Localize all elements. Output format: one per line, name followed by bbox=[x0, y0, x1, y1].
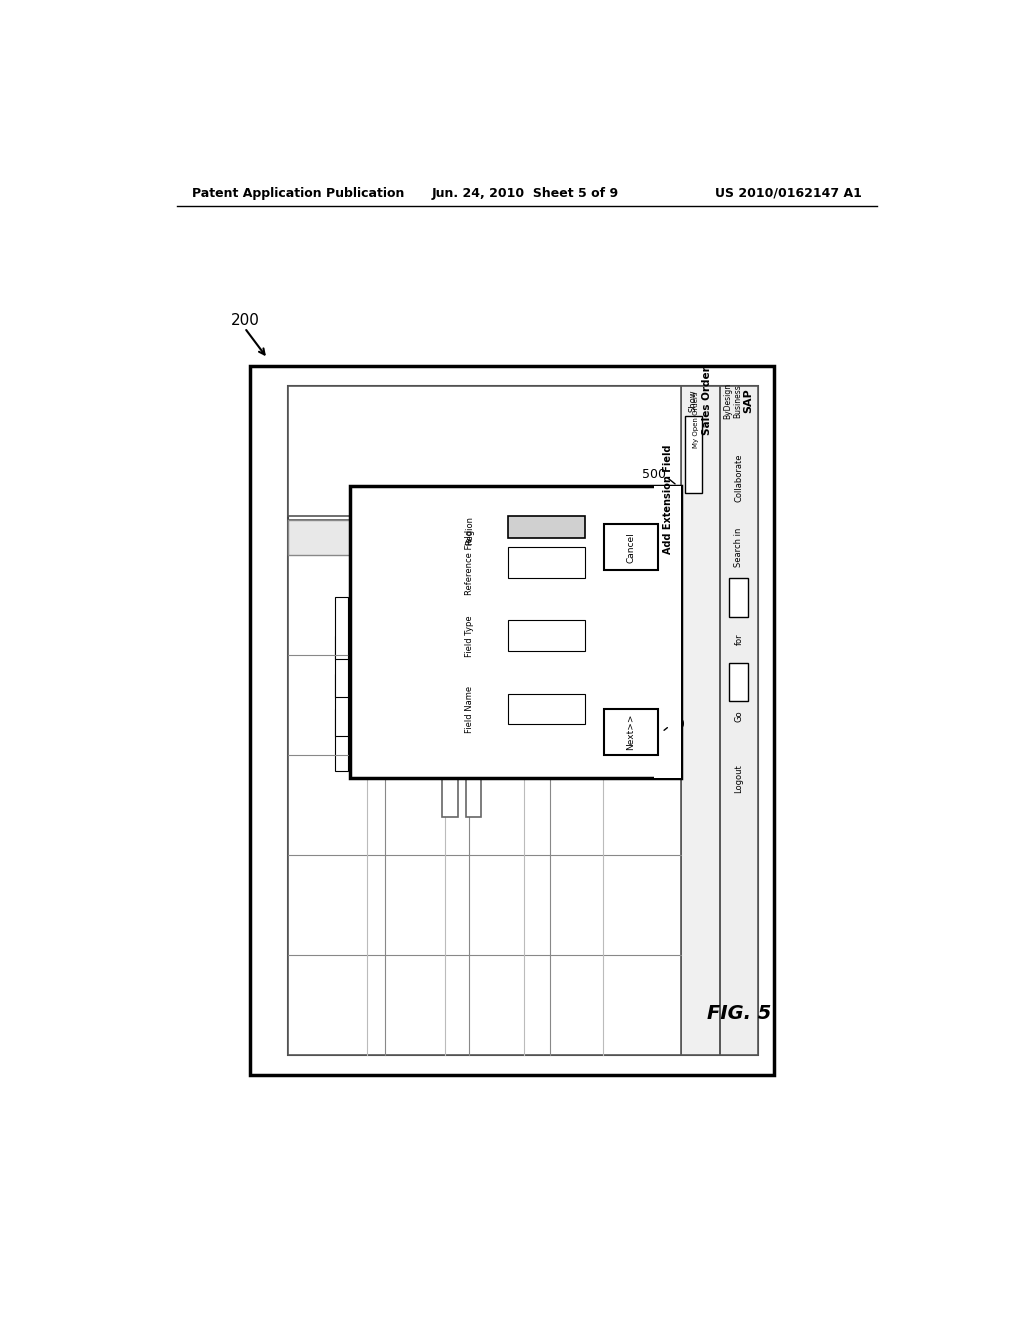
Bar bbox=[442, 725, 458, 817]
Bar bbox=[720, 385, 758, 1056]
Bar bbox=[350, 486, 681, 779]
Bar bbox=[335, 709, 348, 771]
Text: Sales Order ID: Sales Order ID bbox=[349, 713, 358, 767]
Bar bbox=[335, 636, 348, 697]
Text: Search in: Search in bbox=[734, 528, 743, 566]
Bar bbox=[729, 578, 749, 616]
Bar bbox=[466, 725, 481, 817]
Text: Collaborate: Collaborate bbox=[734, 454, 743, 502]
Text: Field Name: Field Name bbox=[465, 685, 474, 733]
Bar bbox=[289, 520, 681, 1056]
Text: US 2010/0162147 A1: US 2010/0162147 A1 bbox=[715, 186, 862, 199]
Text: ByDesign: ByDesign bbox=[724, 383, 732, 418]
Bar bbox=[685, 416, 701, 494]
Text: Changed On:: Changed On: bbox=[349, 603, 358, 653]
Text: Sales
Orde: Sales Orde bbox=[456, 527, 475, 549]
Bar bbox=[720, 385, 758, 1056]
Text: Cancel: Cancel bbox=[627, 532, 636, 562]
Bar bbox=[508, 693, 585, 725]
Bar bbox=[729, 663, 749, 701]
Text: for: for bbox=[734, 634, 743, 645]
Bar bbox=[508, 548, 585, 578]
Text: 200: 200 bbox=[230, 313, 259, 327]
Bar bbox=[654, 486, 681, 779]
Text: Business: Business bbox=[733, 384, 741, 418]
Bar bbox=[508, 516, 585, 539]
Bar bbox=[289, 385, 758, 1056]
Text: Show: Show bbox=[688, 389, 697, 412]
Text: Logout: Logout bbox=[734, 764, 743, 792]
Text: SAP: SAP bbox=[743, 388, 753, 413]
Text: Sales Order: Sales Order bbox=[701, 367, 712, 436]
Bar bbox=[335, 675, 348, 737]
Text: My Open Orders: My Open Orders bbox=[693, 392, 699, 449]
Text: Field Type: Field Type bbox=[465, 615, 474, 656]
Bar bbox=[335, 597, 348, 659]
Text: Patent Application Publication: Patent Application Publication bbox=[193, 186, 404, 199]
Text: FIG. 5: FIG. 5 bbox=[707, 1003, 771, 1023]
Text: Next>>: Next>> bbox=[627, 714, 636, 750]
Text: External Ref.: External Ref. bbox=[349, 643, 358, 690]
Bar bbox=[289, 520, 681, 554]
Bar bbox=[289, 520, 681, 554]
Bar bbox=[681, 385, 720, 1056]
Bar bbox=[250, 367, 773, 1074]
Text: Go: Go bbox=[734, 711, 743, 722]
Text: 500: 500 bbox=[642, 467, 667, 480]
Bar bbox=[508, 620, 585, 651]
Text: Reference Field: Reference Field bbox=[465, 531, 474, 595]
Text: Country: Country bbox=[546, 521, 555, 554]
Text: Add Extension Field: Add Extension Field bbox=[663, 445, 673, 554]
Text: Status: Status bbox=[376, 524, 385, 550]
Bar bbox=[289, 385, 681, 516]
Bar bbox=[604, 524, 658, 570]
Text: Region: Region bbox=[634, 523, 643, 552]
Text: 510: 510 bbox=[662, 718, 685, 731]
Text: Region: Region bbox=[465, 516, 474, 545]
Text: Description: Description bbox=[349, 684, 358, 727]
Bar bbox=[604, 709, 658, 755]
Text: Jun. 24, 2010  Sheet 5 of 9: Jun. 24, 2010 Sheet 5 of 9 bbox=[431, 186, 618, 199]
